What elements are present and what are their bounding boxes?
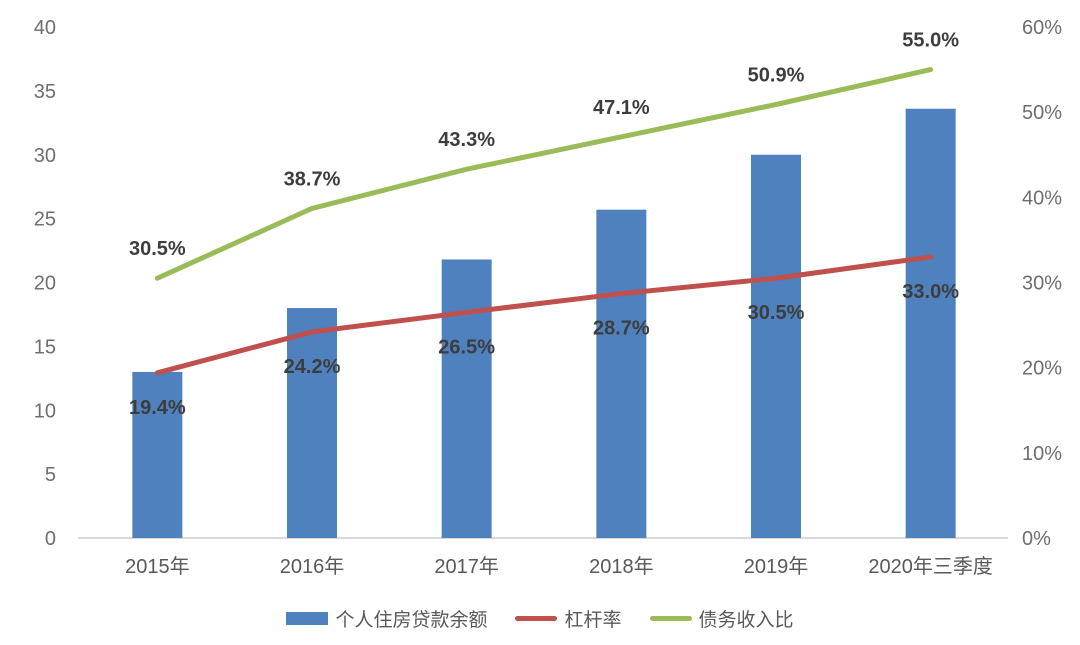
- right-axis-tick: 20%: [1022, 358, 1062, 380]
- legend-label: 个人住房贷款余额: [335, 609, 488, 631]
- legend-line-swatch: [515, 615, 558, 621]
- data-label-series1-4: 50.9%: [748, 65, 805, 87]
- right-axis-tick: 0%: [1022, 528, 1051, 550]
- data-label-series0-4: 30.5%: [748, 302, 805, 324]
- right-axis-tick: 60%: [1022, 17, 1062, 39]
- data-label-series0-2: 26.5%: [438, 336, 495, 358]
- x-axis-category-label: 2017年: [434, 555, 499, 578]
- right-axis-tick: 10%: [1022, 443, 1062, 465]
- data-label-series0-5: 33.0%: [902, 281, 959, 303]
- x-axis-category-label: 2015年: [125, 555, 190, 578]
- legend-label: 债务收入比: [698, 609, 794, 631]
- line-series-1: [154, 67, 934, 281]
- bar-0: [132, 371, 183, 538]
- left-axis-tick: 0: [45, 528, 56, 550]
- left-axis-tick: 15: [34, 336, 56, 358]
- data-label-series1-0: 30.5%: [129, 238, 186, 260]
- right-axis-tick: 40%: [1022, 187, 1062, 209]
- x-axis-category-label: 2016年: [280, 555, 345, 578]
- legend-label: 杠杆率: [564, 609, 622, 631]
- x-axis-category-label: 2019年: [744, 555, 809, 578]
- bar-1: [287, 308, 337, 538]
- line-series-0: [154, 254, 934, 376]
- bar-5: [905, 108, 956, 538]
- data-label-series0-0: 19.4%: [129, 397, 186, 419]
- left-axis-tick: 40: [34, 17, 56, 39]
- legend-item-0: 个人住房贷款余额: [286, 605, 487, 632]
- left-axis-tick: 5: [45, 464, 56, 486]
- legend: 个人住房贷款余额 杠杆率 债务收入比: [0, 602, 1080, 634]
- left-axis-tick: 25: [34, 209, 56, 231]
- data-label-series1-3: 47.1%: [593, 97, 650, 119]
- data-label-series1-5: 55.0%: [902, 30, 959, 52]
- data-label-series1-1: 38.7%: [284, 168, 341, 190]
- right-axis-tick: 50%: [1022, 102, 1062, 124]
- left-axis-tick: 10: [34, 400, 56, 422]
- x-axis-category-label: 2020年三季度: [868, 555, 993, 578]
- left-axis-tick: 35: [34, 81, 56, 103]
- legend-bar-swatch: [286, 611, 329, 625]
- x-axis-category-label: 2018年: [589, 555, 654, 578]
- data-label-series1-2: 43.3%: [438, 129, 495, 151]
- left-axis-tick: 30: [34, 145, 56, 167]
- left-axis-tick: 20: [34, 273, 56, 295]
- data-label-series0-3: 28.7%: [593, 318, 650, 340]
- bar-4: [751, 154, 801, 538]
- bar-2: [441, 259, 492, 538]
- data-label-series0-1: 24.2%: [284, 356, 341, 378]
- right-axis-tick: 30%: [1022, 273, 1062, 295]
- legend-item-2: 债务收入比: [649, 605, 794, 632]
- legend-line-swatch: [649, 615, 692, 621]
- bar-3: [596, 209, 647, 538]
- legend-item-1: 杠杆率: [515, 605, 622, 632]
